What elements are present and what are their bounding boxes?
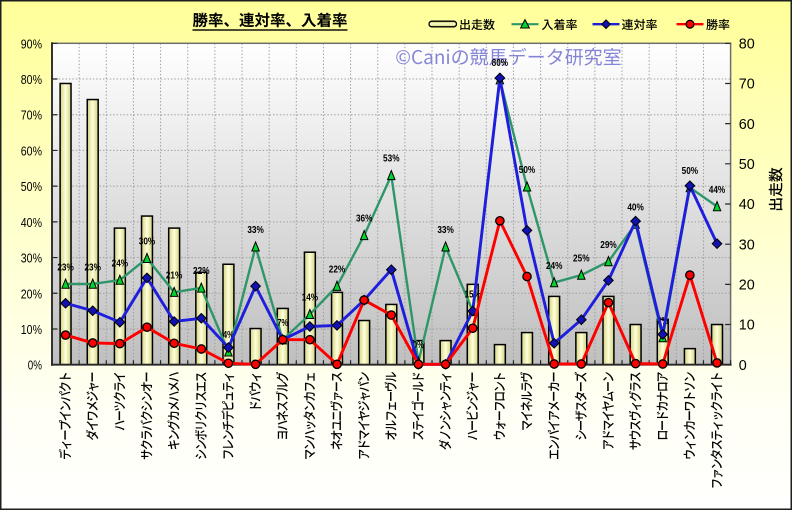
svg-text:50%: 50% [682,166,699,177]
svg-text:22%: 22% [193,266,210,277]
svg-text:20%: 20% [21,287,42,301]
svg-text:70: 70 [739,77,755,93]
svg-text:60%: 60% [21,144,42,158]
svg-text:22%: 22% [329,264,346,275]
svg-text:40: 40 [739,197,755,213]
svg-text:33%: 33% [437,225,454,236]
svg-text:10: 10 [739,318,755,334]
svg-text:0: 0 [739,358,747,374]
svg-text:24%: 24% [546,261,563,272]
svg-text:23%: 23% [57,262,74,273]
svg-text:60: 60 [739,117,755,133]
svg-text:90%: 90% [21,37,42,51]
svg-text:7%: 7% [277,318,288,329]
svg-text:30%: 30% [21,252,42,266]
svg-text:21%: 21% [166,271,183,282]
svg-text:10%: 10% [21,323,42,337]
svg-text:50: 50 [739,157,755,173]
svg-text:53%: 53% [383,154,400,165]
svg-text:30%: 30% [139,237,156,248]
svg-text:30: 30 [739,237,755,253]
svg-text:24%: 24% [112,258,129,269]
svg-text:36%: 36% [356,214,373,225]
svg-text:8%: 8% [657,316,668,327]
svg-text:50%: 50% [519,165,536,176]
svg-text:44%: 44% [709,185,726,196]
svg-text:0%: 0% [413,340,424,351]
svg-text:15%: 15% [464,289,481,300]
svg-text:70%: 70% [21,109,42,123]
svg-text:80%: 80% [21,73,42,87]
svg-text:40%: 40% [21,216,42,230]
svg-text:23%: 23% [84,262,101,273]
svg-text:80%: 80% [492,58,509,69]
svg-text:25%: 25% [573,253,590,264]
svg-text:50%: 50% [21,180,42,194]
svg-text:80: 80 [739,37,755,53]
svg-text:14%: 14% [302,293,319,304]
svg-text:29%: 29% [600,240,617,251]
svg-text:40%: 40% [627,202,644,213]
svg-text:0%: 0% [28,359,42,373]
svg-text:4%: 4% [223,330,234,341]
svg-text:20: 20 [739,278,755,294]
svg-text:33%: 33% [247,225,264,236]
